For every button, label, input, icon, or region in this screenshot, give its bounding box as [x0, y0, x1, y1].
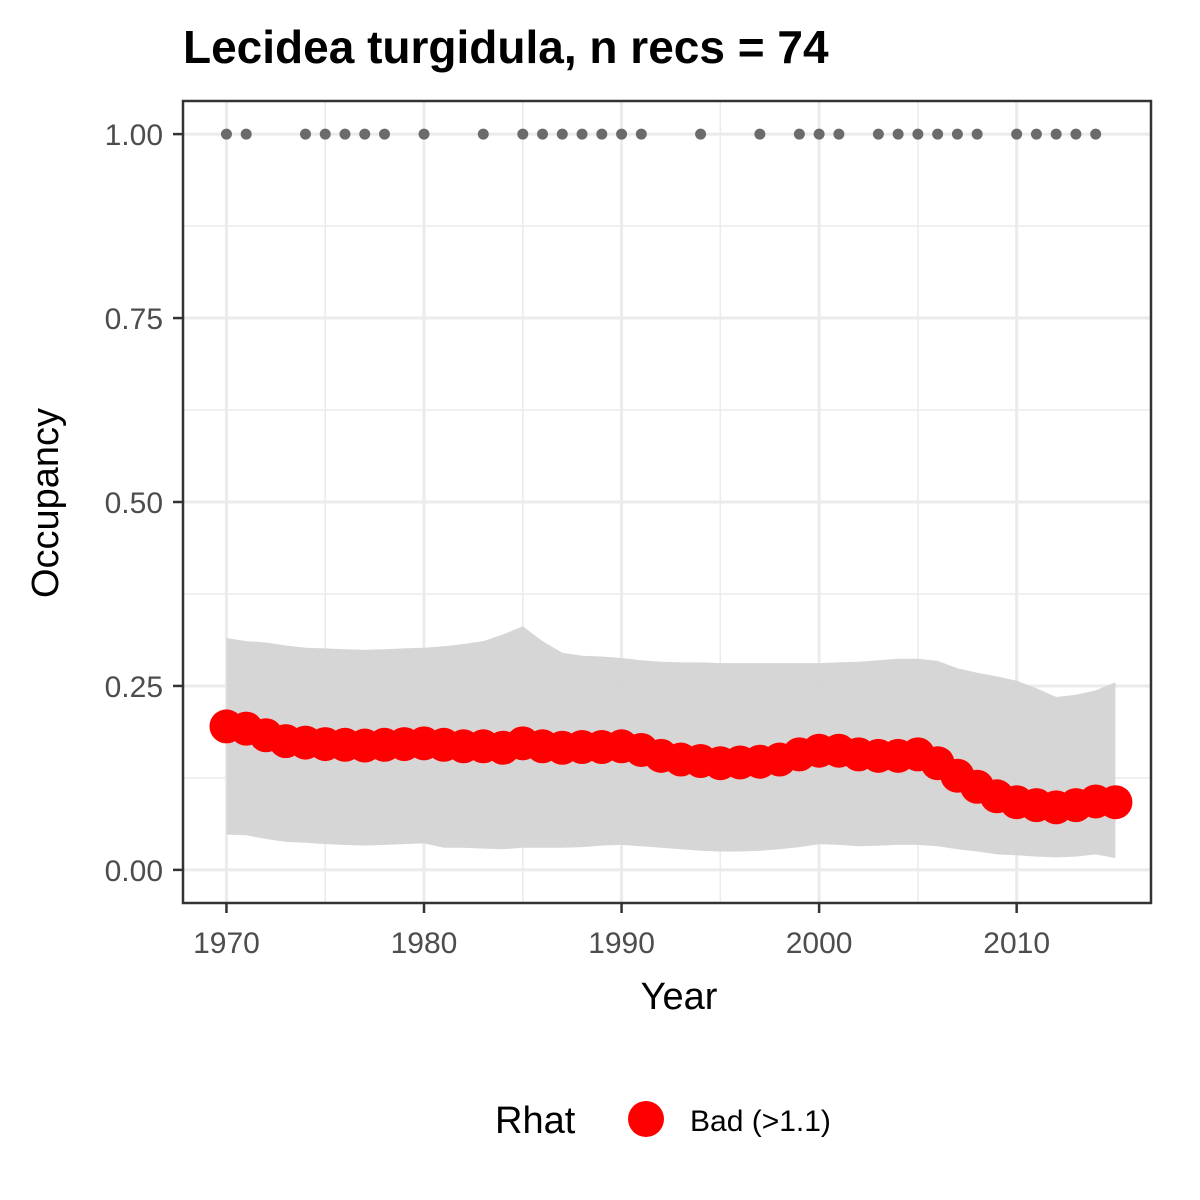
record-point — [339, 128, 351, 140]
record-point — [813, 128, 825, 140]
record-point — [1030, 128, 1042, 140]
x-tick-label: 1990 — [588, 927, 655, 960]
y-tick-label: 0.25 — [105, 671, 163, 704]
record-point — [576, 128, 588, 140]
occupancy-point — [1098, 785, 1133, 820]
record-point — [517, 128, 529, 140]
record-point — [220, 128, 232, 140]
record-point — [1011, 128, 1023, 140]
record-point — [951, 128, 963, 140]
record-point — [359, 128, 371, 140]
record-point — [596, 128, 608, 140]
occupancy-points — [209, 709, 1133, 825]
record-point — [616, 128, 628, 140]
record-point — [477, 128, 489, 140]
y-tick-label: 0.50 — [105, 487, 163, 520]
y-tick-label: 0.00 — [105, 855, 163, 888]
record-point — [932, 128, 944, 140]
record-point — [240, 128, 252, 140]
record-point — [319, 128, 331, 140]
record-point — [793, 128, 805, 140]
y-tick-label: 0.75 — [105, 303, 163, 336]
record-point — [833, 128, 845, 140]
x-tick-label: 2000 — [786, 927, 853, 960]
record-point — [912, 128, 924, 140]
record-point — [971, 128, 983, 140]
record-point — [1090, 128, 1102, 140]
x-axis-title: Year — [641, 976, 718, 1018]
legend-title: Rhat — [495, 1100, 576, 1142]
record-point — [1050, 128, 1062, 140]
chart-title: Lecidea turgidula, n recs = 74 — [183, 21, 829, 73]
record-point — [418, 128, 430, 140]
y-axis-title: Occupancy — [25, 408, 67, 598]
y-tick-label: 1.00 — [105, 119, 163, 152]
legend: Rhat Bad (>1.1) — [495, 1100, 831, 1142]
legend-label-bad: Bad (>1.1) — [690, 1105, 831, 1138]
x-tick-label: 2010 — [983, 927, 1050, 960]
record-point — [556, 128, 568, 140]
record-point — [1070, 128, 1082, 140]
x-tick-label: 1970 — [193, 927, 260, 960]
record-point — [892, 128, 904, 140]
record-points — [220, 128, 1102, 140]
axes: 1970 1980 1990 2000 2010 0.00 0.25 0.50 0.75 1.00 — [105, 119, 1050, 960]
record-point — [537, 128, 549, 140]
legend-key-bad — [628, 1101, 664, 1137]
record-point — [635, 128, 647, 140]
record-point — [695, 128, 707, 140]
record-point — [299, 128, 311, 140]
record-point — [872, 128, 884, 140]
record-point — [379, 128, 391, 140]
record-point — [754, 128, 766, 140]
x-tick-label: 1980 — [391, 927, 458, 960]
